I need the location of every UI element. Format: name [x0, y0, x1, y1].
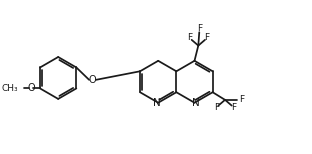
Text: O: O [89, 75, 96, 85]
Text: O: O [27, 83, 35, 93]
Text: F: F [187, 33, 192, 43]
Text: F: F [204, 33, 209, 43]
Text: CH₃: CH₃ [2, 84, 18, 93]
Text: N: N [192, 98, 199, 108]
Text: F: F [214, 103, 219, 112]
Text: F: F [197, 24, 202, 33]
Text: F: F [231, 103, 236, 112]
Text: N: N [154, 98, 161, 108]
Text: F: F [239, 95, 244, 104]
